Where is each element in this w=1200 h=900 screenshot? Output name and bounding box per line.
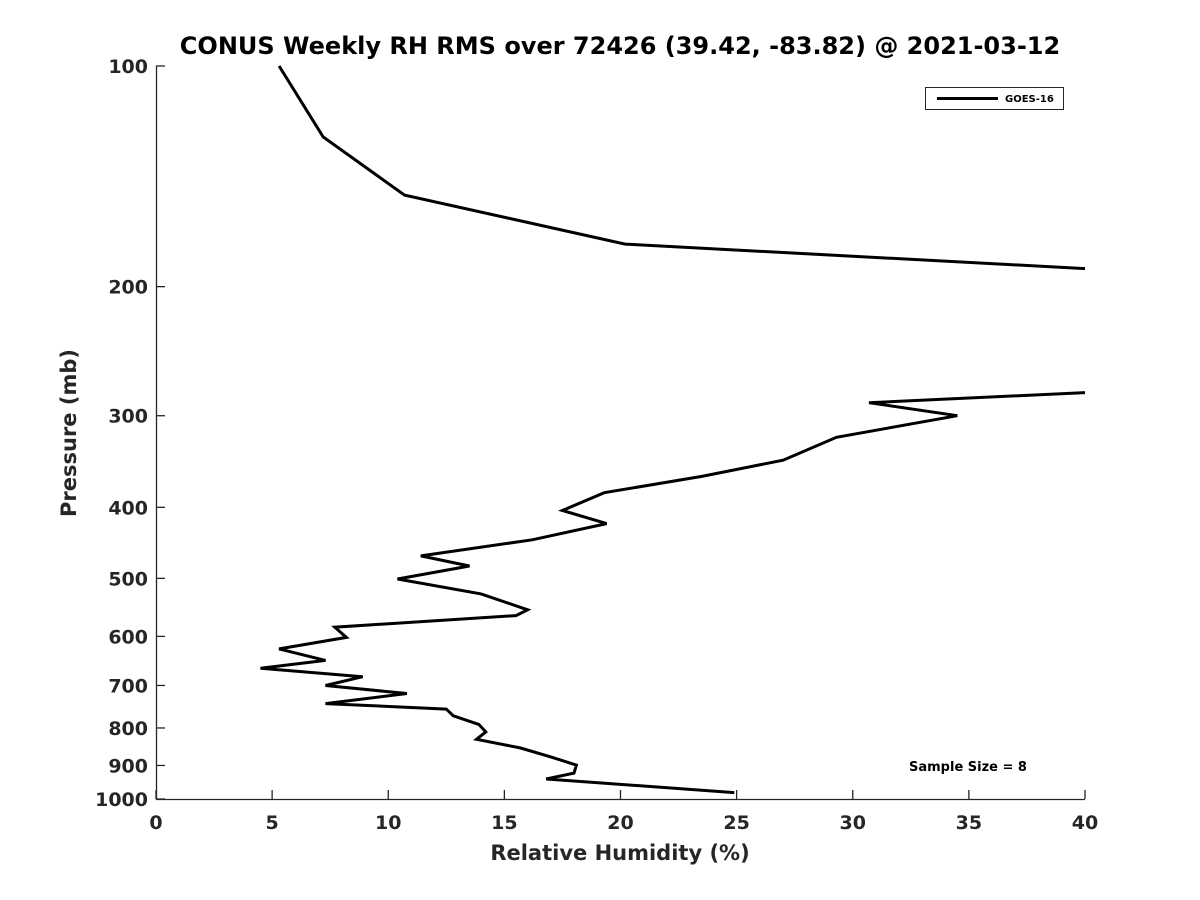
y-tick-label: 700 xyxy=(108,675,148,697)
y-tick-label: 800 xyxy=(108,718,148,740)
chart-title: CONUS Weekly RH RMS over 72426 (39.42, -… xyxy=(180,32,1060,60)
x-tick-label: 35 xyxy=(956,812,982,834)
y-tick-label: 100 xyxy=(108,56,148,78)
sample-size-annotation: Sample Size = 8 xyxy=(909,760,1027,775)
x-tick-label: 40 xyxy=(1072,812,1098,834)
x-tick-label: 5 xyxy=(266,812,279,834)
series-lines xyxy=(260,65,1086,795)
y-tick-label: 200 xyxy=(108,277,148,299)
y-tick-label: 900 xyxy=(108,755,148,777)
x-tick-label: 20 xyxy=(607,812,633,834)
x-tick-label: 25 xyxy=(723,812,749,834)
x-axis-label: Relative Humidity (%) xyxy=(490,841,749,865)
y-tick-label: 300 xyxy=(108,406,148,428)
series-line-goes-16-segment-1 xyxy=(277,65,1086,271)
legend: GOES-16 xyxy=(925,87,1064,110)
y-ticks: 100 200 300 400 500 600 700 800 900 1000 xyxy=(95,56,165,811)
y-tick-label: 500 xyxy=(108,568,148,590)
y-tick-label: 400 xyxy=(108,497,148,519)
x-tick-label: 15 xyxy=(491,812,517,834)
x-tick-label: 10 xyxy=(375,812,401,834)
x-ticks: 0 5 10 15 20 25 30 35 40 xyxy=(149,790,1098,834)
x-tick-label: 0 xyxy=(149,812,162,834)
y-tick-label: 600 xyxy=(108,626,148,648)
series-line-goes-16-segment-2 xyxy=(260,391,1086,795)
x-tick-label: 30 xyxy=(840,812,866,834)
plot-axes xyxy=(155,66,1085,801)
y-axis-label: Pressure (mb) xyxy=(57,349,81,517)
y-tick-label: 1000 xyxy=(95,789,148,811)
legend-label: GOES-16 xyxy=(1005,94,1054,105)
